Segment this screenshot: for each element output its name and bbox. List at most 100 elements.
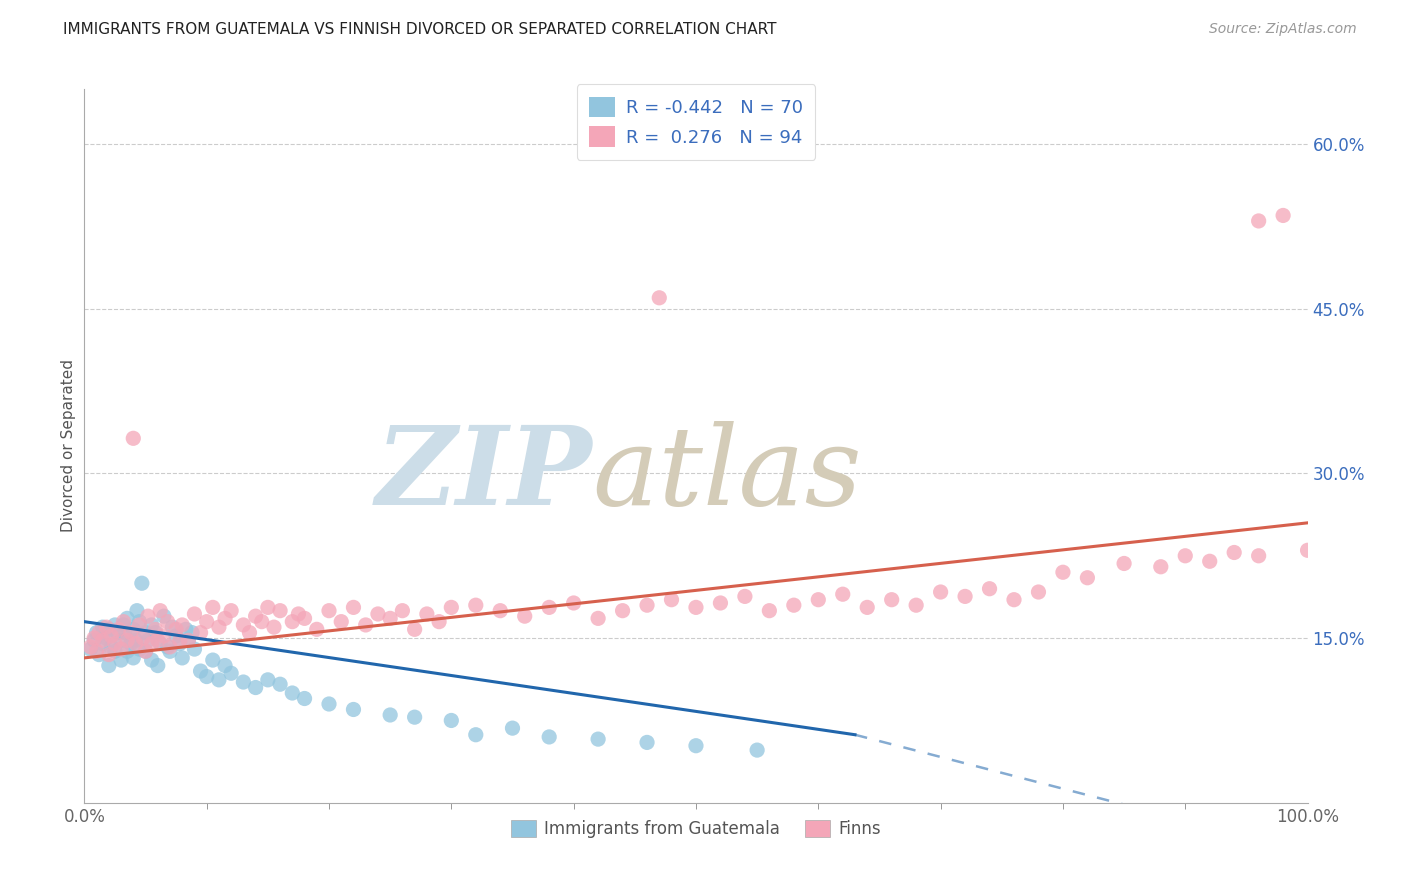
Point xyxy=(1150,559,1173,574)
Point xyxy=(232,618,254,632)
Point xyxy=(257,600,280,615)
Point xyxy=(91,637,114,651)
Point xyxy=(91,620,114,634)
Point xyxy=(489,604,512,618)
Point xyxy=(245,609,267,624)
Point xyxy=(831,587,853,601)
Point xyxy=(97,658,120,673)
Point xyxy=(114,625,136,640)
Point xyxy=(104,618,127,632)
Point xyxy=(1076,571,1098,585)
Point xyxy=(141,653,163,667)
Point xyxy=(107,623,129,637)
Point xyxy=(586,732,609,747)
Point xyxy=(464,728,486,742)
Point xyxy=(281,615,304,629)
Point xyxy=(287,607,309,621)
Point xyxy=(190,625,212,640)
Point xyxy=(174,623,197,637)
Point xyxy=(96,620,118,634)
Text: atlas: atlas xyxy=(592,421,862,528)
Point xyxy=(232,675,254,690)
Text: ZIP: ZIP xyxy=(375,421,592,528)
Point xyxy=(440,714,463,728)
Point xyxy=(91,633,114,648)
Point xyxy=(318,604,340,618)
Point xyxy=(83,631,105,645)
Point xyxy=(305,623,328,637)
Point xyxy=(427,615,450,629)
Point xyxy=(929,585,952,599)
Point xyxy=(115,633,138,648)
Point xyxy=(294,691,316,706)
Point xyxy=(214,611,236,625)
Point xyxy=(135,625,157,640)
Point xyxy=(135,644,157,658)
Point xyxy=(183,607,205,621)
Point xyxy=(96,631,118,645)
Legend: Immigrants from Guatemala, Finns: Immigrants from Guatemala, Finns xyxy=(505,813,887,845)
Point xyxy=(661,592,683,607)
Point xyxy=(1002,592,1025,607)
Point xyxy=(856,600,879,615)
Point xyxy=(342,600,364,615)
Point xyxy=(257,673,280,687)
Point xyxy=(146,633,169,648)
Point xyxy=(110,633,132,648)
Point xyxy=(318,697,340,711)
Point xyxy=(979,582,1001,596)
Point xyxy=(156,640,179,654)
Point xyxy=(100,629,122,643)
Point xyxy=(1052,566,1074,580)
Text: IMMIGRANTS FROM GUATEMALA VS FINNISH DIVORCED OR SEPARATED CORRELATION CHART: IMMIGRANTS FROM GUATEMALA VS FINNISH DIV… xyxy=(63,22,776,37)
Text: Source: ZipAtlas.com: Source: ZipAtlas.com xyxy=(1209,22,1357,37)
Point xyxy=(149,637,172,651)
Point xyxy=(115,644,138,658)
Point xyxy=(153,609,176,624)
Point xyxy=(464,598,486,612)
Point xyxy=(141,618,163,632)
Point xyxy=(636,598,658,612)
Point xyxy=(269,604,291,618)
Point xyxy=(380,611,402,625)
Point xyxy=(136,609,159,624)
Point xyxy=(128,618,150,632)
Y-axis label: Divorced or Separated: Divorced or Separated xyxy=(60,359,76,533)
Point xyxy=(115,611,138,625)
Point xyxy=(136,633,159,648)
Point xyxy=(758,604,780,618)
Point xyxy=(79,642,101,657)
Point xyxy=(172,651,194,665)
Point xyxy=(141,637,163,651)
Point xyxy=(143,623,166,637)
Point xyxy=(201,600,224,615)
Point xyxy=(330,615,353,629)
Point xyxy=(562,596,585,610)
Point xyxy=(159,644,181,658)
Point xyxy=(104,637,127,651)
Point xyxy=(104,644,127,658)
Point xyxy=(162,620,184,634)
Point xyxy=(612,604,634,618)
Point xyxy=(125,637,148,651)
Point xyxy=(122,623,145,637)
Point xyxy=(245,681,267,695)
Point xyxy=(953,590,976,604)
Point xyxy=(146,658,169,673)
Point xyxy=(263,620,285,634)
Point xyxy=(354,618,377,632)
Point xyxy=(112,618,135,632)
Point xyxy=(128,642,150,657)
Point xyxy=(183,642,205,657)
Point xyxy=(905,598,928,612)
Point xyxy=(538,730,561,744)
Point xyxy=(159,640,181,654)
Point xyxy=(153,629,176,643)
Point xyxy=(125,604,148,618)
Point xyxy=(513,609,536,624)
Point xyxy=(747,743,769,757)
Point xyxy=(1223,545,1246,559)
Point xyxy=(238,625,260,640)
Point xyxy=(195,669,218,683)
Point xyxy=(169,637,191,651)
